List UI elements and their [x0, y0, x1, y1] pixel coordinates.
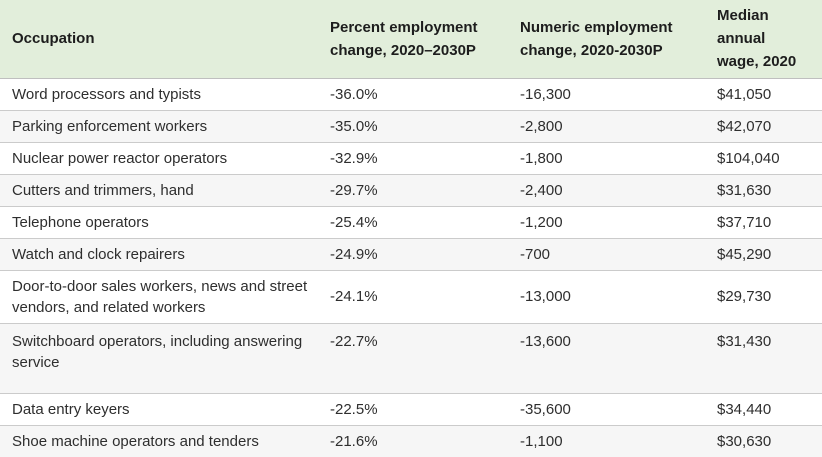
- cell-numeric-change: -2,400: [520, 174, 717, 207]
- column-header-percent-change: Percent employment change, 2020–2030P: [330, 0, 520, 79]
- column-header-occupation: Occupation: [0, 0, 330, 79]
- cell-numeric-change: -1,800: [520, 142, 717, 175]
- column-header-median-wage: Median annual wage, 2020: [717, 0, 822, 79]
- cell-median-wage: $37,710: [717, 206, 822, 239]
- cell-numeric-change: -700: [520, 238, 717, 271]
- table-row: Shoe machine operators and tenders -21.6…: [0, 425, 822, 457]
- cell-numeric-change: -35,600: [520, 393, 717, 426]
- cell-percent-change: -32.9%: [330, 142, 520, 175]
- cell-median-wage: $34,440: [717, 393, 822, 426]
- table-body: Word processors and typists -36.0% -16,3…: [0, 78, 822, 457]
- cell-occupation: Word processors and typists: [0, 78, 330, 111]
- cell-median-wage: $41,050: [717, 78, 822, 111]
- cell-percent-change: -24.9%: [330, 238, 520, 271]
- cell-median-wage: $104,040: [717, 142, 822, 175]
- table-row: Switchboard operators, including answeri…: [0, 323, 822, 394]
- cell-median-wage: $31,630: [717, 174, 822, 207]
- table-row: Watch and clock repairers -24.9% -700 $4…: [0, 238, 822, 271]
- cell-occupation: Cutters and trimmers, hand: [0, 174, 330, 207]
- table-row: Door-to-door sales workers, news and str…: [0, 270, 822, 324]
- cell-occupation: Data entry keyers: [0, 393, 330, 426]
- cell-occupation: Parking enforcement workers: [0, 110, 330, 143]
- table-row: Cutters and trimmers, hand -29.7% -2,400…: [0, 174, 822, 207]
- cell-median-wage: $29,730: [717, 270, 822, 324]
- cell-percent-change: -35.0%: [330, 110, 520, 143]
- cell-median-wage: $31,430: [717, 323, 822, 394]
- table-row: Parking enforcement workers -35.0% -2,80…: [0, 110, 822, 143]
- cell-occupation: Watch and clock repairers: [0, 238, 330, 271]
- column-header-numeric-change: Numeric employment change, 2020-2030P: [520, 0, 717, 79]
- table-row: Nuclear power reactor operators -32.9% -…: [0, 142, 822, 175]
- cell-numeric-change: -16,300: [520, 78, 717, 111]
- cell-occupation: Telephone operators: [0, 206, 330, 239]
- cell-numeric-change: -1,200: [520, 206, 717, 239]
- cell-occupation: Door-to-door sales workers, news and str…: [0, 270, 330, 324]
- cell-percent-change: -24.1%: [330, 270, 520, 324]
- cell-numeric-change: -1,100: [520, 425, 717, 457]
- cell-percent-change: -29.7%: [330, 174, 520, 207]
- table-header: Occupation Percent employment change, 20…: [0, 0, 822, 79]
- cell-numeric-change: -13,600: [520, 323, 717, 394]
- cell-percent-change: -22.5%: [330, 393, 520, 426]
- cell-median-wage: $42,070: [717, 110, 822, 143]
- cell-percent-change: -22.7%: [330, 323, 520, 394]
- cell-occupation: Switchboard operators, including answeri…: [0, 323, 330, 394]
- table-row: Data entry keyers -22.5% -35,600 $34,440: [0, 393, 822, 426]
- cell-percent-change: -36.0%: [330, 78, 520, 111]
- cell-numeric-change: -2,800: [520, 110, 717, 143]
- table-row: Telephone operators -25.4% -1,200 $37,71…: [0, 206, 822, 239]
- cell-occupation: Nuclear power reactor operators: [0, 142, 330, 175]
- cell-occupation: Shoe machine operators and tenders: [0, 425, 330, 457]
- cell-median-wage: $45,290: [717, 238, 822, 271]
- cell-median-wage: $30,630: [717, 425, 822, 457]
- cell-percent-change: -21.6%: [330, 425, 520, 457]
- table-row: Word processors and typists -36.0% -16,3…: [0, 78, 822, 111]
- cell-numeric-change: -13,000: [520, 270, 717, 324]
- cell-percent-change: -25.4%: [330, 206, 520, 239]
- header-row: Occupation Percent employment change, 20…: [0, 0, 822, 79]
